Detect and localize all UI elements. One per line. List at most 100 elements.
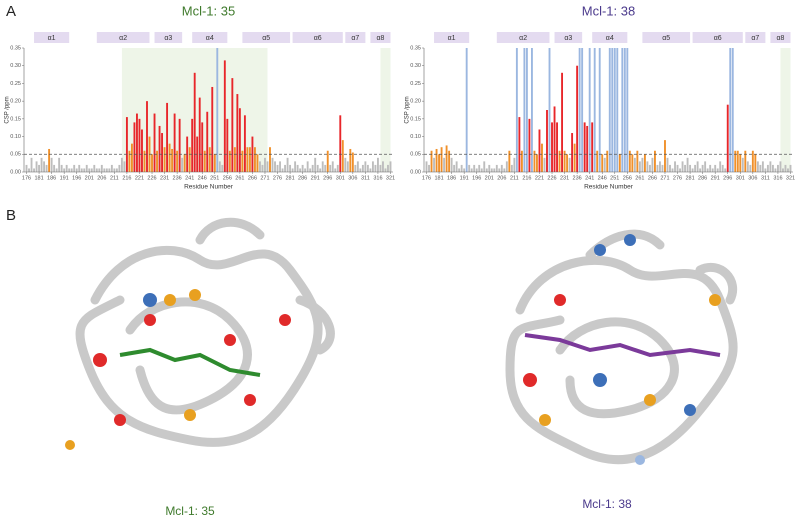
bar: [43, 161, 46, 172]
bar: [606, 150, 609, 172]
bar: [68, 168, 71, 172]
x-tick-label: 191: [460, 175, 469, 181]
helix-label: α7: [751, 35, 759, 42]
x-tick-label: 201: [485, 175, 494, 181]
bar: [495, 164, 498, 172]
bar: [309, 168, 312, 172]
bar: [766, 164, 769, 172]
helix-label: α2: [519, 35, 527, 42]
bar: [759, 164, 762, 172]
residue-sphere: [594, 244, 606, 256]
bar: [261, 164, 264, 172]
x-tick-label: 291: [311, 175, 320, 181]
bar: [623, 48, 626, 172]
ligand: [524, 333, 721, 358]
bar: [281, 168, 284, 172]
x-axis-label: Residue Number: [584, 184, 634, 191]
bar: [701, 164, 704, 172]
bar: [28, 168, 30, 172]
bar: [458, 168, 461, 172]
bar: [153, 113, 156, 172]
bar: [776, 164, 779, 172]
bar: [133, 122, 136, 172]
bar: [289, 164, 292, 172]
helix-box: [554, 32, 583, 43]
bar: [699, 168, 702, 172]
bar: [641, 157, 644, 172]
bar: [321, 161, 324, 172]
bar: [296, 164, 299, 172]
x-tick-label: 211: [510, 175, 519, 181]
bar: [58, 157, 61, 172]
bar: [203, 150, 206, 172]
x-tick-label: 316: [373, 175, 382, 181]
bar: [681, 161, 684, 172]
x-tick-label: 306: [348, 175, 357, 181]
bar: [213, 154, 216, 172]
x-tick-label: 266: [648, 175, 657, 181]
bar: [274, 161, 276, 172]
bar: [789, 164, 792, 172]
bar: [218, 161, 221, 172]
helix-label: α4: [606, 35, 614, 42]
bar: [538, 129, 541, 172]
bar: [674, 161, 676, 172]
bar: [593, 48, 596, 172]
bar: [299, 168, 302, 172]
x-tick-label: 281: [285, 175, 294, 181]
x-tick-label: 246: [198, 175, 207, 181]
bar: [366, 164, 369, 172]
bar: [341, 140, 344, 172]
bar: [694, 164, 697, 172]
bar: [558, 150, 561, 172]
bar: [176, 150, 179, 172]
bar: [369, 168, 372, 172]
bar: [779, 161, 782, 172]
bar: [40, 157, 43, 172]
bar: [601, 154, 604, 172]
bar: [744, 150, 747, 172]
bar: [389, 161, 392, 172]
ribbon: [555, 317, 679, 419]
bar: [246, 147, 249, 172]
bar: [568, 157, 571, 172]
x-tick-label: 206: [497, 175, 506, 181]
bar: [304, 168, 307, 172]
bar: [105, 168, 108, 172]
residue-sphere: [539, 414, 551, 426]
y-axis-label: CSP /ppm: [405, 96, 411, 123]
x-tick-label: 241: [585, 175, 594, 181]
helix-box: [370, 32, 391, 43]
bar: [500, 164, 503, 172]
x-tick-label: 321: [386, 175, 395, 181]
bar: [787, 168, 789, 172]
bar: [566, 154, 569, 172]
bar: [774, 168, 777, 172]
bar: [746, 161, 749, 172]
helix-box: [96, 32, 150, 43]
bar: [361, 164, 364, 172]
bar: [319, 168, 322, 172]
residue-sphere: [65, 440, 75, 450]
residue-sphere: [635, 455, 645, 465]
bar: [371, 161, 374, 172]
bar: [591, 122, 594, 172]
residue-sphere: [279, 314, 291, 326]
bar: [475, 168, 478, 172]
bar: [435, 148, 438, 172]
helix-label: α3: [564, 35, 572, 42]
bar: [448, 150, 451, 172]
x-tick-label: 206: [97, 175, 106, 181]
bar: [563, 150, 566, 172]
bar: [48, 148, 51, 172]
y-tick-label: 0.20: [410, 99, 421, 105]
bar: [711, 168, 714, 172]
bar: [581, 48, 584, 172]
bar: [326, 150, 329, 172]
bar: [621, 48, 624, 172]
helix-label: α1: [48, 35, 56, 42]
residue-sphere: [684, 404, 696, 416]
bar: [729, 48, 732, 172]
bar: [664, 140, 666, 172]
y-tick-label: 0.00: [10, 169, 21, 175]
